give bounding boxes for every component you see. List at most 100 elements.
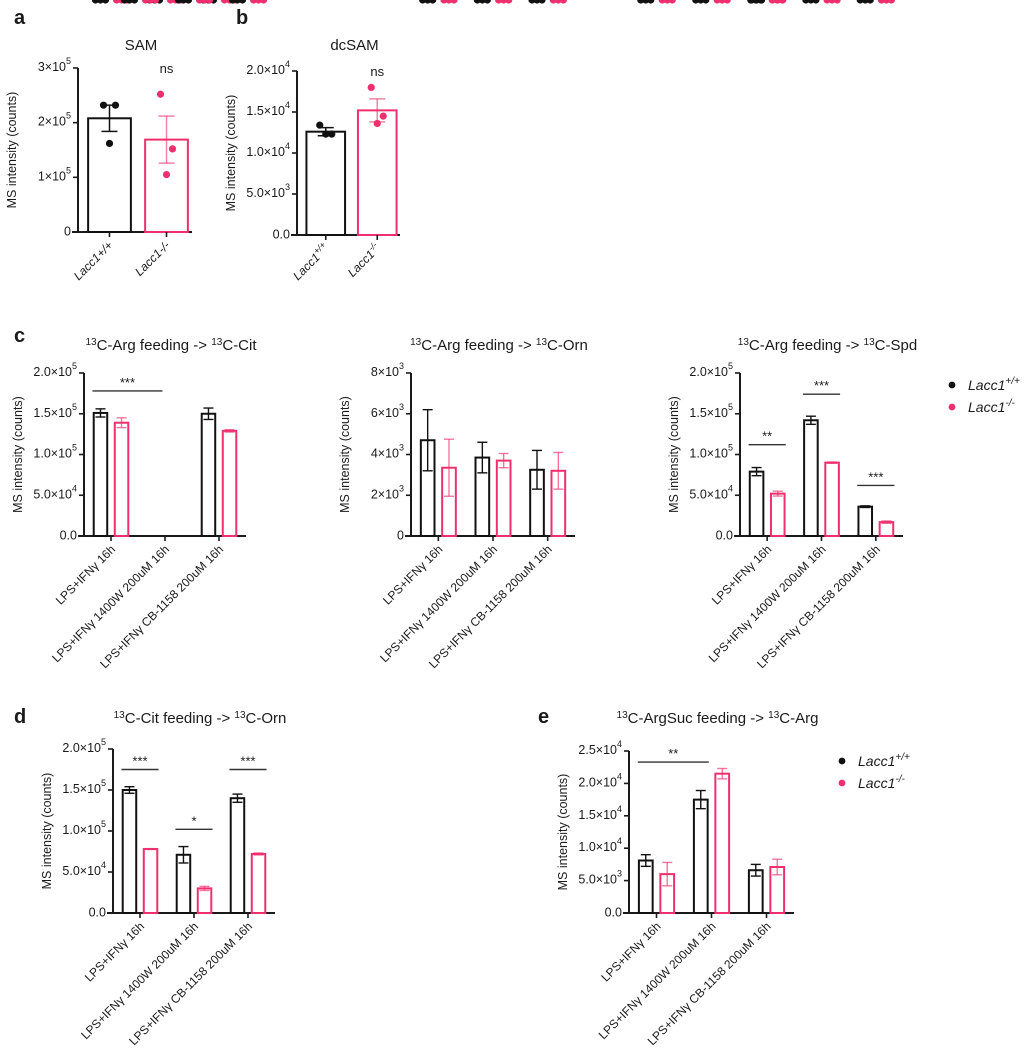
significance-label: ** — [668, 746, 678, 761]
x-category-label: Lacc1+/+ — [71, 238, 116, 283]
bar — [495, 459, 512, 537]
chart-title: 13C-Arg feeding -> 13C-Spd — [738, 337, 917, 354]
y-tick-label: 0.0 — [89, 905, 106, 919]
y-tick-label: 5.0×104 — [689, 484, 733, 502]
data-point — [316, 121, 324, 129]
y-tick-label: 0.0 — [273, 227, 290, 241]
y-axis-label: MS intensity (counts) — [11, 396, 25, 513]
bar — [250, 852, 267, 915]
data-point — [233, 0, 242, 4]
y-axis-label: MS intensity (counts) — [224, 95, 238, 212]
bar — [121, 789, 138, 914]
chart-title: 13C-Cit feeding -> 13C-Orn — [114, 710, 287, 727]
data-point — [445, 0, 453, 4]
bar — [824, 461, 840, 537]
panel-b: b dcSAM 0.0 5.0×103 1.0×104 1.5×104 2.0×104 MS … — [224, 7, 400, 283]
bar — [637, 859, 654, 915]
panel-a: a SAM 0 1×105 2×105 3×105 MS intensity (counts… — [5, 7, 192, 283]
bar — [714, 772, 731, 914]
data-point — [554, 0, 562, 4]
significance-label: *** — [814, 378, 829, 393]
chart-title: 13C-ArgSuc feeding -> 13C-Arg — [617, 710, 819, 727]
data-point — [367, 83, 375, 91]
y-axis-label: MS intensity (counts) — [5, 92, 19, 209]
significance-label: ** — [762, 429, 772, 444]
y-tick-label: 1.5×105 — [689, 402, 733, 420]
legend-label: Lacc1+/+ — [858, 752, 910, 769]
y-axis-label: MS intensity (counts) — [338, 396, 352, 513]
bar — [305, 130, 347, 236]
bar — [200, 412, 217, 537]
data-point — [379, 112, 387, 120]
bar — [87, 117, 132, 233]
y-tick-label: 1.0×104 — [246, 141, 290, 159]
data-point — [179, 0, 188, 4]
y-tick-label: 0.0 — [716, 528, 733, 542]
bar — [857, 505, 874, 538]
panel-label: e — [538, 706, 549, 728]
data-point — [882, 0, 891, 4]
y-tick-label: 1.5×104 — [578, 804, 622, 822]
data-point — [168, 145, 177, 153]
y-tick-label: 5.0×103 — [246, 182, 290, 200]
y-tick-label: 4×103 — [371, 443, 404, 461]
y-tick-label: 2×103 — [371, 484, 404, 502]
y-tick-label: 1×105 — [38, 166, 71, 184]
y-tick-label: 6×103 — [371, 402, 404, 420]
chart-title: 13C-Arg feeding -> 13C-Cit — [85, 337, 257, 354]
data-point — [111, 101, 120, 109]
bar — [803, 419, 819, 537]
y-axis-label: MS intensity (counts) — [40, 773, 54, 890]
legend: Lacc1+/+ Lacc1-/- — [838, 752, 910, 791]
data-point — [105, 139, 114, 148]
significance-label: *** — [120, 375, 135, 390]
panel-e: e 13C-ArgSuc feeding -> 13C-Arg 0.0 5.0×103… — [538, 0, 818, 1048]
data-point — [861, 0, 869, 4]
data-point — [697, 0, 705, 4]
legend-marker — [948, 403, 956, 411]
data-point — [200, 0, 209, 4]
bar — [356, 109, 398, 236]
y-tick-label: 0.0 — [605, 905, 622, 919]
panel-label: a — [14, 7, 26, 29]
data-point — [828, 0, 836, 4]
significance-label: *** — [132, 754, 147, 769]
panel-label: c — [14, 325, 25, 347]
data-point — [478, 0, 486, 4]
chart-title: SAM — [125, 37, 158, 54]
y-tick-label: 1.0×105 — [62, 819, 106, 837]
y-tick-label: 0 — [397, 528, 404, 542]
y-axis-label: MS intensity (counts) — [556, 774, 570, 891]
y-tick-label: 5.0×104 — [62, 860, 106, 878]
data-point — [373, 119, 381, 128]
y-tick-label: 2.0×105 — [33, 361, 77, 379]
significance-label: ns — [370, 64, 384, 79]
bar — [142, 848, 159, 914]
y-tick-label: 1.5×105 — [62, 778, 106, 796]
data-point — [642, 0, 650, 4]
x-category-label: LPS+IFNγ 1400W 200uM 16h — [596, 919, 719, 1042]
bar — [221, 429, 238, 537]
y-tick-label: 2.0×105 — [689, 361, 733, 379]
chart-title: 13C-Arg feeding -> 13C-Orn — [410, 337, 588, 354]
y-tick-label: 2.5×104 — [578, 739, 622, 757]
bar — [878, 521, 895, 538]
y-tick-label: 5.0×103 — [578, 869, 622, 887]
data-point — [663, 0, 671, 4]
legend-marker — [838, 757, 846, 765]
y-tick-label: 2×105 — [38, 111, 71, 129]
legend-label: Lacc1+/+ — [968, 376, 1020, 393]
legend-marker — [838, 779, 846, 787]
bar — [196, 887, 213, 915]
data-point — [125, 0, 134, 4]
significance-label: *** — [868, 469, 883, 484]
data-point — [328, 130, 336, 138]
chart-title: dcSAM — [330, 37, 378, 54]
y-tick-label: 1.0×104 — [578, 837, 622, 855]
bar — [748, 470, 765, 537]
bar — [692, 798, 709, 914]
y-tick-label: 3×105 — [38, 56, 71, 74]
bar — [113, 421, 130, 537]
data-point — [424, 0, 432, 4]
x-category-label: LPS+IFNγ 1400W 200uM 16h — [377, 542, 500, 665]
